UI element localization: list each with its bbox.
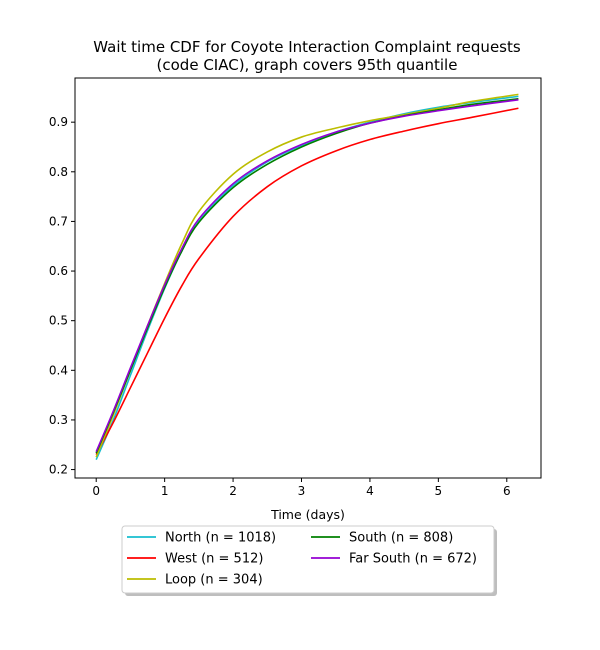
legend-label-south: South (n = 808) [349, 531, 453, 546]
y-tick-label: 0.8 [49, 165, 68, 179]
series-line-far-south [95, 99, 519, 453]
y-tick-label: 0.3 [49, 413, 68, 427]
legend-label-west: West (n = 512) [165, 552, 263, 567]
x-tick-label: 2 [229, 484, 237, 498]
chart-title-line-1: Wait time CDF for Coyote Interaction Com… [93, 38, 521, 56]
legend-label-north: North (n = 1018) [165, 531, 276, 546]
y-tick-label: 0.2 [49, 463, 68, 477]
x-tick-label: 1 [161, 484, 169, 498]
legend-label-loop: Loop (n = 304) [165, 573, 263, 588]
x-tick-label: 4 [366, 484, 374, 498]
series-line-north [95, 95, 519, 460]
x-axis: 0 1 2 3 4 5 6 [92, 478, 511, 498]
chart-title-line-2: (code CIAC), graph covers 95th quantile [157, 56, 458, 74]
x-axis-label: Time (days) [270, 507, 345, 522]
y-tick-label: 0.4 [49, 363, 68, 377]
series-group [95, 93, 519, 460]
y-tick-label: 0.7 [49, 214, 68, 228]
plot-frame [74, 77, 542, 479]
y-tick-label: 0.6 [49, 264, 68, 278]
y-axis: 0.2 0.3 0.4 0.5 0.6 0.7 0.8 0.9 [49, 115, 75, 477]
x-tick-label: 6 [503, 484, 511, 498]
y-tick-label: 0.5 [49, 314, 68, 328]
series-line-west [95, 107, 519, 456]
x-tick-label: 3 [298, 484, 306, 498]
x-tick-label: 0 [92, 484, 100, 498]
y-tick-label: 0.9 [49, 115, 68, 129]
plot-area [75, 78, 541, 478]
legend: North (n = 1018) West (n = 512) Loop (n = … [121, 525, 497, 596]
x-tick-label: 5 [435, 484, 443, 498]
legend-label-far-south: Far South (n = 672) [349, 552, 477, 567]
